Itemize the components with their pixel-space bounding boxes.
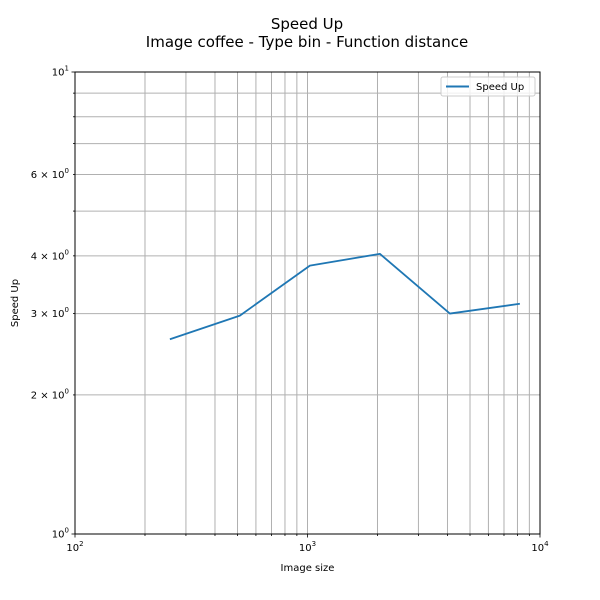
y-minor-tick-label: 3 × 100 (31, 306, 69, 320)
y-axis-label: Speed Up (10, 279, 21, 327)
y-tick-label: 100 (52, 527, 69, 541)
x-tick-label: 102 (66, 540, 83, 554)
y-tick-label: 101 (52, 65, 69, 79)
chart-subtitle: Image coffee - Type bin - Function dista… (146, 33, 468, 51)
chart-title: Speed Up (271, 15, 343, 33)
y-minor-tick-label: 2 × 100 (31, 387, 69, 401)
y-minor-tick-label: 6 × 100 (31, 167, 69, 181)
x-tick-label: 103 (299, 540, 316, 554)
plot-frame (74, 71, 541, 535)
legend: Speed Up (440, 76, 536, 97)
x-tick-label: 104 (531, 540, 549, 554)
grid (75, 72, 540, 534)
legend-label: Speed Up (476, 82, 524, 93)
y-minor-tick-label: 4 × 100 (31, 248, 69, 262)
series-lines (169, 252, 520, 341)
legend-box (440, 76, 536, 97)
ticks: 102 103 104 100 101 2 × 100 3 × 100 4 × 100 6 × … (31, 65, 549, 555)
series-line (169, 252, 520, 341)
x-axis-label: Image size (281, 563, 335, 574)
